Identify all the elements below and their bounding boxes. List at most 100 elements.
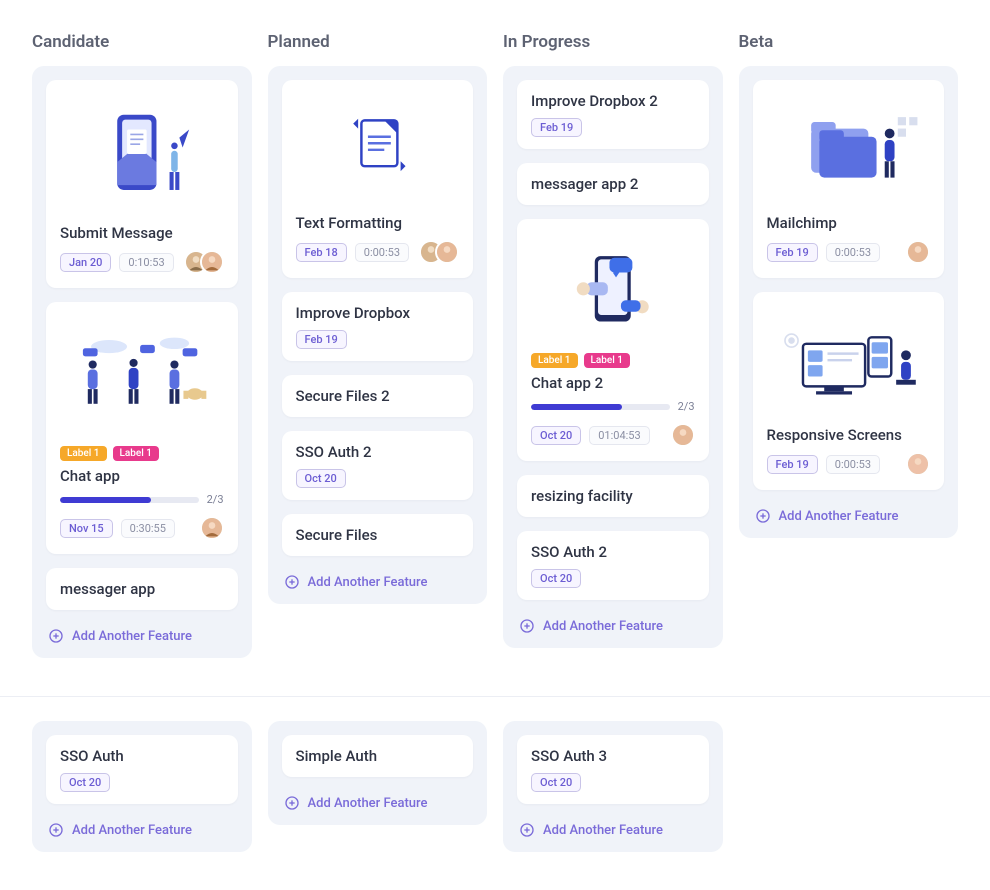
column-title-beta: Beta [739,32,959,52]
time-badge: 01:04:53 [589,426,649,445]
label-tag: Label 1 [584,353,631,368]
card-secure-files-2[interactable]: Secure Files 2 [282,375,474,417]
add-feature-button[interactable]: Add Another Feature [46,624,238,644]
card-title: SSO Auth 2 [296,443,460,461]
card-improve-dropbox-2[interactable]: Improve Dropbox 2 Feb 19 [517,80,709,149]
card-responsive-screens[interactable]: Responsive Screens Feb 19 0:00:53 [753,292,945,490]
card-messager-app[interactable]: messager app [46,568,238,610]
card-messager-app-2[interactable]: messager app 2 [517,163,709,205]
date-badge: Oct 20 [531,569,581,588]
card-title: Submit Message [60,224,224,242]
label-tag: Label 1 [113,446,160,461]
card-sso-auth-2-progress[interactable]: SSO Auth 2 Oct 20 [517,531,709,600]
avatar-group [419,240,459,264]
illustration-folder-person [767,94,931,204]
column-extra-2: Simple Auth Add Another Feature [268,721,488,866]
card-title: Secure Files 2 [296,387,460,405]
date-badge: Oct 20 [60,773,110,792]
avatar-group [671,423,695,447]
plus-circle-icon [284,795,300,811]
add-feature-label: Add Another Feature [543,619,663,634]
plus-circle-icon [519,618,535,634]
card-title: Mailchimp [767,214,931,232]
time-badge: 0:00:53 [826,455,880,474]
plus-circle-icon [48,822,64,838]
card-mailchimp[interactable]: Mailchimp Feb 19 0:00:53 [753,80,945,278]
time-badge: 0:00:53 [355,243,409,262]
plus-circle-icon [48,628,64,644]
add-feature-label: Add Another Feature [72,823,192,838]
column-extra-1: SSO Auth Oct 20 Add Another Feature [32,721,252,866]
avatar-group [906,452,930,476]
illustration-people-chat [60,316,224,436]
column-beta: Mailchimp Feb 19 0:00:53 [739,66,959,672]
illustration-phone-message [60,94,224,214]
card-title: Simple Auth [296,747,460,765]
time-badge: 0:30:55 [121,519,175,538]
plus-circle-icon [284,574,300,590]
card-sso-auth-3[interactable]: SSO Auth 3 Oct 20 [517,735,709,804]
plus-circle-icon [755,508,771,524]
avatar[interactable] [435,240,459,264]
time-badge: 0:10:53 [119,253,173,272]
date-badge: Oct 20 [531,773,581,792]
card-title: messager app 2 [531,175,695,193]
date-badge: Feb 19 [296,330,347,349]
column-planned: Text Formatting Feb 18 0:00:53 Improve D… [268,66,488,672]
add-feature-button[interactable]: Add Another Feature [517,818,709,838]
card-title: SSO Auth 2 [531,543,695,561]
card-title: Chat app 2 [531,374,695,392]
add-feature-label: Add Another Feature [308,796,428,811]
illustration-document [296,94,460,204]
card-submit-message[interactable]: Submit Message Jan 20 0:10:53 [46,80,238,288]
add-feature-button[interactable]: Add Another Feature [46,818,238,838]
add-feature-label: Add Another Feature [72,629,192,644]
add-feature-button[interactable]: Add Another Feature [753,504,945,524]
avatar-group [906,240,930,264]
card-simple-auth[interactable]: Simple Auth [282,735,474,777]
card-text-formatting[interactable]: Text Formatting Feb 18 0:00:53 [282,80,474,278]
progress-bar [531,404,670,410]
progress-text: 2/3 [678,400,695,413]
date-badge: Feb 19 [531,118,582,137]
card-title: Responsive Screens [767,426,931,444]
card-resizing-facility[interactable]: resizing facility [517,475,709,517]
card-title: Text Formatting [296,214,460,232]
add-feature-button[interactable]: Add Another Feature [282,570,474,590]
column-title-candidate: Candidate [32,32,252,52]
card-title: SSO Auth 3 [531,747,695,765]
avatar[interactable] [906,452,930,476]
card-title: Chat app [60,467,224,485]
card-chat-app[interactable]: Label 1 Label 1 Chat app 2/3 Nov 15 0:30… [46,302,238,554]
progress-text: 2/3 [207,493,224,506]
column-in-progress: Improve Dropbox 2 Feb 19 messager app 2 … [503,66,723,672]
add-feature-button[interactable]: Add Another Feature [282,791,474,811]
column-extra-3: SSO Auth 3 Oct 20 Add Another Feature [503,721,723,866]
card-sso-auth[interactable]: SSO Auth Oct 20 [46,735,238,804]
avatar[interactable] [671,423,695,447]
card-chat-app-2[interactable]: Label 1 Label 1 Chat app 2 2/3 Oct 20 01… [517,219,709,461]
date-badge: Jan 20 [60,253,111,272]
card-sso-auth-2-planned[interactable]: SSO Auth 2 Oct 20 [282,431,474,500]
add-feature-label: Add Another Feature [543,823,663,838]
date-badge: Feb 19 [767,455,818,474]
column-extra-4-empty [739,721,959,866]
date-badge: Feb 18 [296,243,347,262]
avatar[interactable] [906,240,930,264]
add-feature-button[interactable]: Add Another Feature [517,614,709,634]
card-secure-files[interactable]: Secure Files [282,514,474,556]
avatar-group [184,250,224,274]
card-improve-dropbox[interactable]: Improve Dropbox Feb 19 [282,292,474,361]
avatar-group [200,516,224,540]
plus-circle-icon [519,822,535,838]
card-title: SSO Auth [60,747,224,765]
labels-row: Label 1 Label 1 [531,353,695,368]
avatar[interactable] [200,516,224,540]
date-badge: Feb 19 [767,243,818,262]
illustration-phone-chat [531,233,695,343]
date-badge: Nov 15 [60,519,113,538]
avatar[interactable] [200,250,224,274]
label-tag: Label 1 [531,353,578,368]
column-title-inprogress: In Progress [503,32,723,52]
column-candidate: Submit Message Jan 20 0:10:53 [32,66,252,672]
